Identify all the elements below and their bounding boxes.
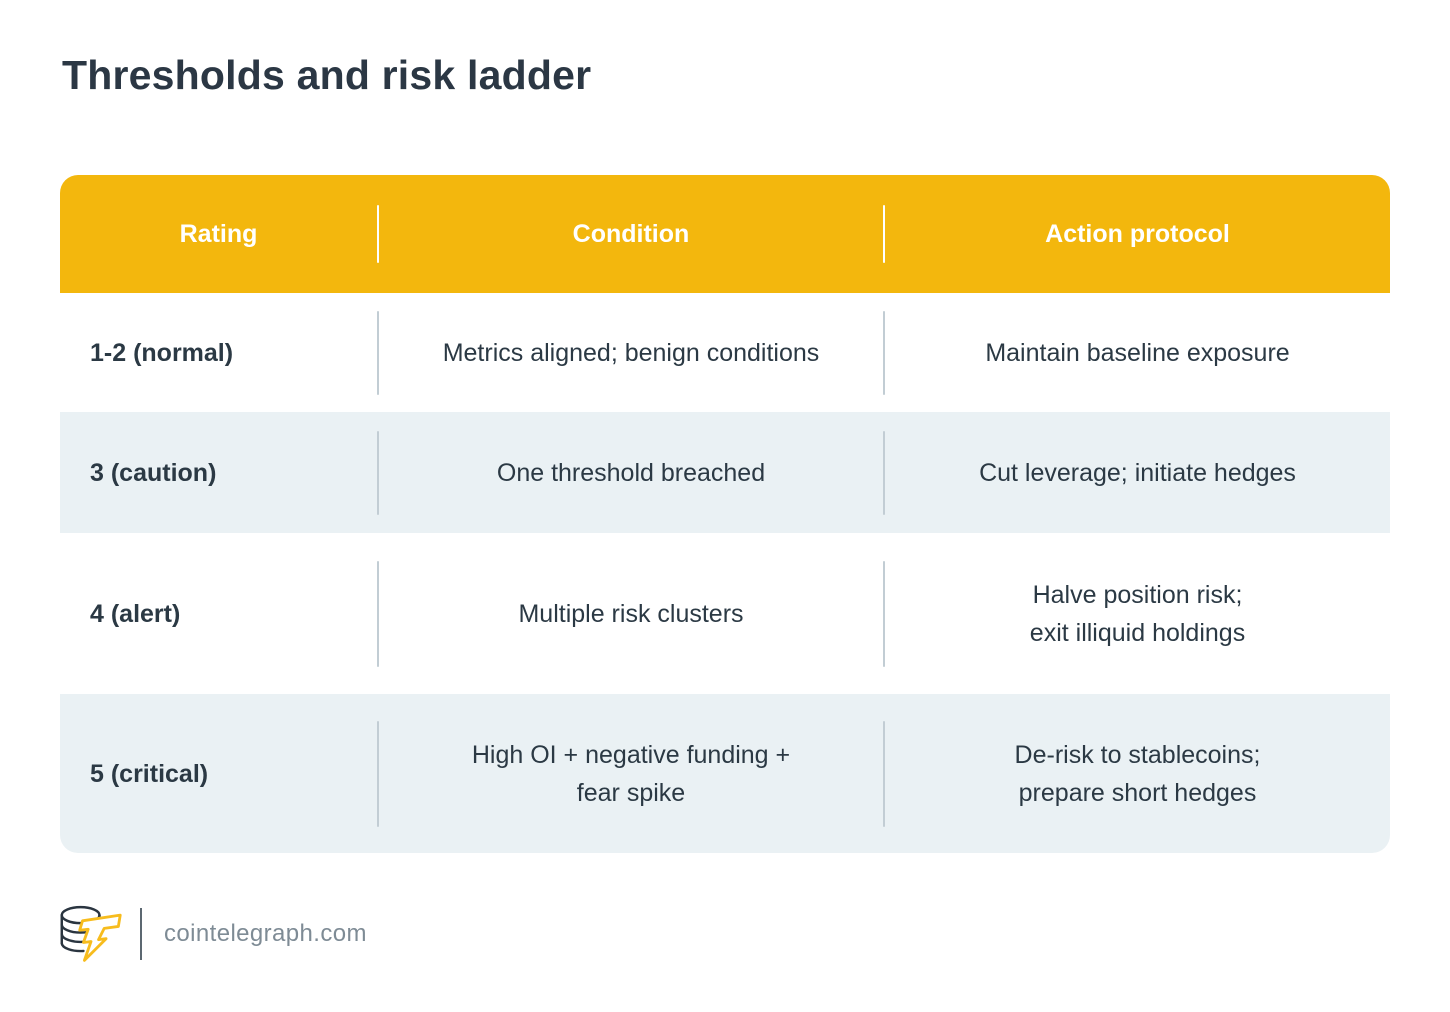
condition-cell: One threshold breached (496, 458, 766, 487)
column-divider (377, 720, 379, 827)
column-divider (883, 560, 885, 667)
rating-cell: 5 (critical) (90, 759, 209, 788)
table-header-row: Rating Condition Action protocol (60, 175, 1390, 293)
column-divider (883, 720, 885, 827)
rating-cell: 3 (caution) (90, 458, 217, 487)
rating-cell: 4 (alert) (90, 599, 181, 628)
risk-ladder-table: Rating Condition Action protocol 1-2 (no… (60, 175, 1390, 853)
footer-divider (140, 908, 142, 960)
action-cell: Cut leverage; initiate hedges (979, 458, 1296, 487)
condition-cell: Multiple risk clusters (518, 599, 744, 628)
column-divider (377, 560, 379, 667)
action-cell: Halve position risk; exit illiquid holdi… (1029, 580, 1246, 647)
condition-cell: High OI + negative funding + fear spike (471, 740, 791, 807)
cointelegraph-logo-icon (60, 905, 122, 962)
column-divider (883, 430, 885, 515)
site-url: cointelegraph.com (164, 920, 367, 947)
header-condition: Condition (572, 220, 690, 248)
table-row-critical: 5 (critical) High OI + negative funding … (60, 694, 1390, 853)
header-rating: Rating (179, 220, 258, 248)
table-row-caution: 3 (caution) One threshold breached Cut l… (60, 412, 1390, 533)
footer: cointelegraph.com (58, 901, 367, 967)
column-divider (377, 310, 379, 395)
action-cell: De-risk to stablecoins; prepare short he… (1014, 740, 1261, 807)
header-column-divider (377, 205, 379, 263)
page-title: Thresholds and risk ladder (62, 52, 592, 98)
header-column-divider (883, 205, 885, 263)
action-cell: Maintain baseline exposure (985, 338, 1290, 367)
column-divider (377, 430, 379, 515)
column-divider (883, 310, 885, 395)
table-row-alert: 4 (alert) Multiple risk clusters Halve p… (60, 533, 1390, 694)
header-action-protocol: Action protocol (1045, 220, 1230, 248)
condition-cell: Metrics aligned; benign conditions (442, 338, 820, 367)
table-row-normal: 1-2 (normal) Metrics aligned; benign con… (60, 293, 1390, 412)
rating-cell: 1-2 (normal) (90, 338, 234, 367)
